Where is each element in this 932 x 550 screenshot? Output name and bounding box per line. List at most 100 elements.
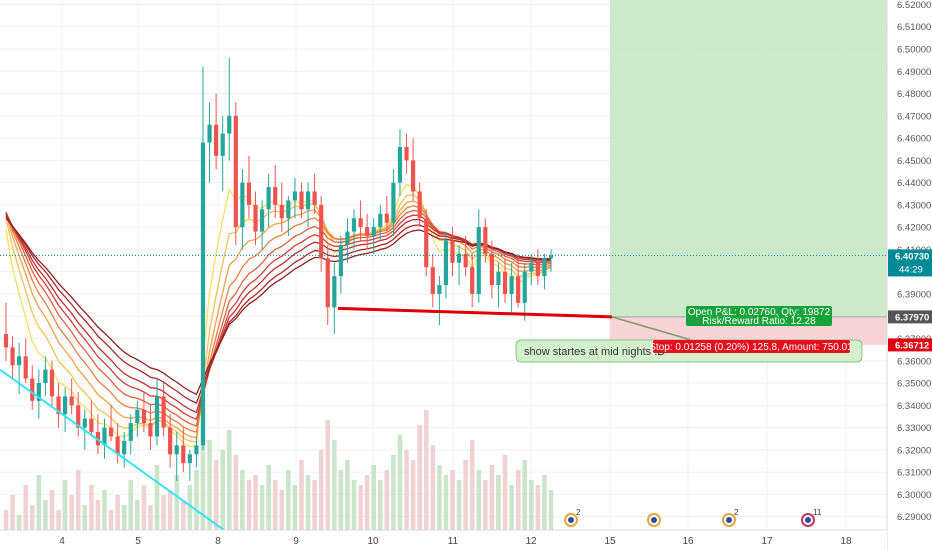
time-tick-label: 10: [367, 536, 379, 547]
candle-body: [253, 204, 258, 232]
candle: [122, 432, 127, 468]
volume-bar: [430, 445, 436, 530]
volume-bar: [397, 435, 403, 530]
candle: [214, 93, 219, 170]
volume-bar: [502, 455, 508, 530]
event-badge[interactable]: 2: [564, 508, 581, 527]
volume-bar: [548, 490, 554, 530]
candle: [17, 342, 22, 395]
volume-bar: [351, 480, 357, 530]
volume-bar: [56, 510, 61, 530]
candle: [200, 66, 206, 450]
candle: [384, 195, 389, 232]
candle: [483, 218, 488, 263]
candle-body: [154, 396, 160, 437]
candle: [76, 391, 81, 437]
stop-price-tag-bg: [888, 338, 932, 352]
candle-body: [299, 191, 304, 210]
candle-body: [319, 204, 324, 259]
candle: [3, 302, 9, 361]
volume-bar: [180, 500, 186, 530]
ema-line: [5, 194, 552, 443]
volume-bar: [529, 480, 534, 530]
candle-body: [227, 115, 232, 134]
candle: [489, 240, 495, 299]
drawn-lines[interactable]: [0, 254, 887, 531]
candle: [476, 209, 481, 303]
candle: [286, 195, 291, 237]
candle-body: [273, 187, 278, 205]
candle: [273, 164, 278, 219]
candle: [522, 262, 527, 321]
volume-bar: [167, 490, 173, 530]
candle-body: [181, 445, 186, 464]
candle: [141, 391, 146, 433]
time-tick-label: 5: [135, 536, 141, 547]
support-trend-line[interactable]: [337, 306, 613, 319]
volume-bar: [535, 485, 541, 530]
ema-line: [5, 200, 552, 439]
volume-bar: [358, 485, 363, 530]
event-badge[interactable]: 11: [801, 508, 822, 527]
candle: [56, 383, 61, 428]
price-tick-label: 6.42000: [897, 223, 931, 234]
candle-body: [69, 396, 74, 406]
candle-body: [266, 187, 271, 210]
candle: [36, 369, 41, 419]
candle: [69, 378, 74, 415]
volume-bar: [345, 460, 350, 530]
candle: [338, 236, 343, 294]
price-tick-label: 6.32000: [897, 445, 931, 456]
candle: [181, 427, 186, 473]
candle: [89, 400, 94, 437]
candle-body: [161, 396, 166, 428]
candle-body: [135, 409, 140, 424]
candle: [371, 218, 376, 254]
volume-bar: [102, 490, 107, 530]
candle-body: [128, 423, 133, 441]
volume-bar: [141, 485, 147, 530]
volume-bar: [410, 460, 416, 530]
candle-body: [89, 418, 94, 433]
volume-bar: [10, 495, 15, 530]
candle-body: [411, 160, 416, 192]
candle: [246, 155, 252, 219]
candle-body: [17, 356, 22, 366]
time-axis[interactable]: 4 5 8 9 10 11 12 15 16 17 18: [0, 529, 887, 550]
descending-trend-line[interactable]: [0, 368, 225, 531]
price-tick-label: 6.31000: [897, 468, 931, 479]
volume-bar: [522, 460, 528, 530]
candle-body: [437, 285, 442, 294]
volume-bar: [29, 505, 35, 530]
candle: [365, 213, 370, 250]
candle: [411, 138, 416, 201]
candle: [443, 231, 449, 299]
time-axis-bg: [0, 530, 887, 550]
candle-body: [404, 146, 409, 161]
candle-body: [168, 427, 173, 455]
candle: [253, 191, 258, 245]
volume-bar: [43, 500, 48, 530]
candle-body: [76, 405, 81, 428]
candle: [345, 218, 350, 263]
candle-body: [36, 383, 41, 401]
candle-body: [56, 396, 61, 415]
volume-bar: [3, 510, 9, 530]
candle: [548, 249, 554, 272]
stop-price-tag: 6.36712: [895, 340, 929, 351]
event-badge[interactable]: 2: [722, 508, 739, 527]
volume-bar: [49, 490, 55, 530]
event-badge[interactable]: [647, 513, 661, 527]
price-axis[interactable]: 6.52000 6.51000 6.50000 6.49000 6.48000 6.470…: [886, 0, 932, 550]
volume-bar: [318, 450, 324, 530]
candle-body: [214, 124, 219, 156]
volume-bar: [469, 440, 475, 530]
candle-body: [207, 124, 212, 143]
volume-bar: [286, 470, 291, 530]
time-tick-label: 9: [293, 536, 299, 547]
candle: [509, 262, 514, 312]
volume-bar: [16, 515, 22, 530]
volume-bar: [82, 505, 88, 530]
candle: [108, 405, 114, 441]
